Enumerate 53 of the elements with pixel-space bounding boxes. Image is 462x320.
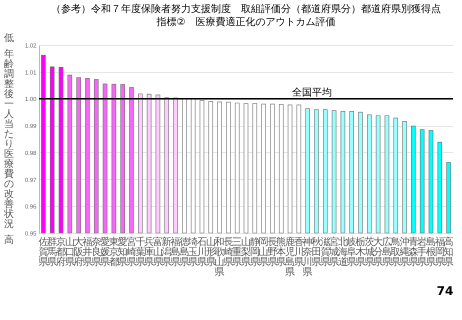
x-tick-label: 埼玉県 [187, 236, 198, 268]
x-tick-label: 三重県 [232, 237, 242, 268]
x-tick-label: 高知県 [444, 236, 454, 268]
x-tick-label: 福井県 [82, 236, 92, 268]
x-tick-label: 熊本県 [276, 236, 286, 268]
x-tick-label: 佐賀県 [38, 237, 48, 268]
x-tick-label: 秋田県 [311, 236, 322, 268]
x-tick-label: 長野県 [267, 237, 278, 268]
x-tick-label: 静岡県 [250, 236, 260, 268]
x-tick-label: 徳島県 [179, 237, 190, 268]
x-tick-label: 大阪府 [74, 236, 84, 268]
x-tick-label: 福岡県 [434, 236, 445, 268]
x-tick-label: 長崎県 [223, 237, 234, 268]
x-tick-label: 群馬県 [46, 236, 58, 268]
text: 高 [4, 234, 14, 246]
x-tick-label: 岐阜県 [346, 236, 357, 268]
x-tick-label: 和歌山県 [214, 236, 225, 278]
x-tick-label: 沖縄県 [398, 236, 410, 268]
chart-title: （参考）令和７年度保険者努力支援制度 取組評価分（都道府県分）都道府県別獲得点 [51, 3, 441, 15]
x-tick-label: 石川県 [196, 237, 207, 268]
x-tick-label: 京都府 [56, 236, 66, 268]
x-tick-label: 愛知県 [118, 236, 128, 268]
x-tick-label: 滋賀県 [320, 236, 330, 268]
x-tick-label: 島根県 [426, 236, 436, 268]
x-tick-label: 千葉県 [135, 236, 146, 268]
x-tick-label: 富山県 [152, 236, 163, 268]
x-tick-label: 青森県 [408, 236, 418, 268]
x-tick-label: 宮城県 [328, 236, 340, 268]
text: 年齢調整後一人当たり医療費の改善状況 [4, 49, 14, 230]
x-tick-label: 鹿児島県 [285, 236, 296, 278]
x-tick-label: 広島県 [382, 236, 392, 268]
x-tick-label: 宮崎県 [126, 236, 136, 268]
x-tick-label: 新潟県 [162, 236, 172, 268]
x-tick-label: 香川県 [294, 236, 304, 268]
x-tick-label: 福島県 [170, 236, 181, 268]
x-tick-label: 岡山県 [258, 237, 269, 268]
chart-subtitle: 指標② 医療費適正化のアウトカム評価 [156, 16, 336, 28]
x-tick-label: 北海道 [338, 236, 348, 268]
x-tick-label: 兵庫県 [144, 236, 154, 268]
x-tick-label: 奈良県 [91, 237, 102, 268]
x-tick-label: 愛媛県 [100, 236, 110, 268]
x-tick-label: 山口県 [64, 236, 75, 268]
x-tick-label: 山形県 [206, 236, 216, 268]
x-tick-label: 山梨県 [241, 236, 251, 268]
x-tick-label: 神奈川県 [302, 236, 313, 278]
x-tick-label: 岩手県 [417, 236, 428, 268]
x-tick-label: 大分県 [373, 236, 384, 268]
x-tick-label: 栃木県 [356, 236, 366, 268]
text: 低 [4, 33, 14, 44]
text: 74 [436, 284, 454, 298]
ref-line-label: 全国平均 [292, 86, 332, 99]
x-tick-label: 東京都 [108, 236, 119, 268]
x-tick-label: 鳥取県 [390, 236, 401, 268]
